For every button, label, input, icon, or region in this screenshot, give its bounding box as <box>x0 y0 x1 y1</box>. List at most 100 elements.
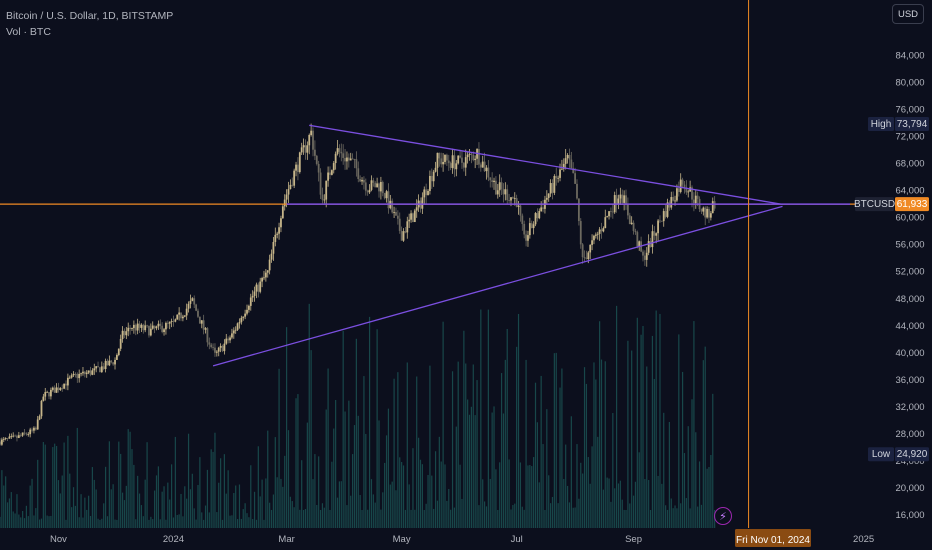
volume-bar <box>218 482 220 528</box>
candle <box>528 217 531 239</box>
volume-bar <box>146 442 148 528</box>
volume-bar <box>399 457 401 528</box>
svg-text:61,933: 61,933 <box>897 199 928 210</box>
candle <box>676 184 678 203</box>
volume-bar <box>199 457 201 528</box>
volume-bar <box>359 494 361 528</box>
candle <box>398 212 401 234</box>
volume-indicator-title[interactable]: Vol · BTC <box>6 26 51 38</box>
upper-trendline[interactable] <box>309 124 783 205</box>
candle <box>704 206 707 226</box>
candle <box>366 189 369 196</box>
volume-bar <box>534 382 537 528</box>
volume-bar <box>352 454 354 528</box>
candle <box>40 399 43 419</box>
candle <box>300 142 303 156</box>
volume-bar <box>55 446 58 528</box>
candle <box>363 176 365 190</box>
volume-bar <box>114 519 116 528</box>
svg-text:Low: Low <box>872 449 891 460</box>
volume-bar <box>459 464 461 528</box>
candle <box>127 322 130 337</box>
candle <box>157 320 160 330</box>
volume-bar <box>482 479 484 528</box>
currency-button[interactable]: USD <box>892 4 924 24</box>
candle <box>121 326 124 343</box>
candle <box>50 387 52 400</box>
candle <box>515 194 518 208</box>
lower-trendline[interactable] <box>212 205 783 367</box>
volume-bar <box>527 465 529 528</box>
volume-bar <box>116 519 118 528</box>
time-axis[interactable]: Nov 2024 Mar May Jul Sep 2025 <box>0 528 932 550</box>
candle <box>232 327 235 339</box>
volume-bar <box>316 504 318 528</box>
candle <box>170 318 173 328</box>
volume-bar <box>240 518 242 528</box>
volume-bar <box>269 502 271 528</box>
volume-bar <box>344 411 346 528</box>
volume-bar <box>150 516 152 528</box>
volume-bar <box>589 483 591 528</box>
candle <box>336 139 339 156</box>
volume-bar <box>651 335 654 528</box>
volume-bar <box>516 346 518 528</box>
candle <box>642 249 644 262</box>
candle <box>263 270 265 281</box>
candle <box>185 303 188 320</box>
candle <box>462 161 465 172</box>
candle <box>370 175 373 192</box>
volume-bar <box>165 519 167 528</box>
candle <box>415 199 418 218</box>
candle <box>51 386 54 392</box>
volume-bar <box>355 338 357 528</box>
volume-bar <box>402 465 405 528</box>
volume-bar <box>376 329 378 528</box>
candle <box>38 414 41 421</box>
volume-bar <box>10 492 12 528</box>
volume-bar <box>163 486 165 528</box>
price-axis[interactable]: 16,000 20,000 24,000 28,000 32,000 36,000 40,0… <box>895 51 924 521</box>
candle <box>430 168 433 189</box>
y-tick-label: 76,000 <box>895 105 924 116</box>
volume-bar <box>301 460 303 528</box>
candle <box>68 375 71 380</box>
volume-bar <box>425 503 427 528</box>
volume-bar <box>125 485 127 528</box>
volume-bar <box>91 467 93 528</box>
volume-bar <box>434 451 437 528</box>
candle <box>274 227 277 247</box>
lightning-icon[interactable]: ⚡ <box>714 507 732 525</box>
symbol-title[interactable]: Bitcoin / U.S. Dollar, 1D, BITSTAMP <box>6 10 174 22</box>
candle <box>129 324 132 335</box>
candle <box>555 167 558 186</box>
volume-bar <box>259 496 261 528</box>
volume-bar <box>480 309 482 528</box>
axis-labels: High 73,794 Low 24,920 BTCUSD 61,933 Fri Nov 0… <box>735 116 929 547</box>
candle <box>396 210 399 225</box>
candle <box>327 166 329 187</box>
volume-bar <box>48 516 50 528</box>
candle <box>359 175 362 183</box>
y-tick-label: 40,000 <box>895 348 924 359</box>
drawings[interactable] <box>0 0 890 528</box>
candle <box>142 323 145 334</box>
volume-bar <box>587 457 589 528</box>
candle <box>176 314 179 320</box>
volume-bar <box>644 479 646 528</box>
candle <box>519 203 522 222</box>
volume-bar <box>476 380 478 528</box>
volume-bar <box>25 505 27 528</box>
volume-bar <box>380 509 382 528</box>
volume-bar <box>72 487 75 528</box>
volume-bar <box>548 475 550 528</box>
candle <box>349 152 352 161</box>
candle <box>700 208 703 214</box>
candle <box>223 339 226 355</box>
candle <box>368 184 371 194</box>
volume-bar <box>80 494 82 528</box>
candle <box>466 151 469 164</box>
candle <box>374 181 377 188</box>
volume-bar <box>523 509 525 528</box>
